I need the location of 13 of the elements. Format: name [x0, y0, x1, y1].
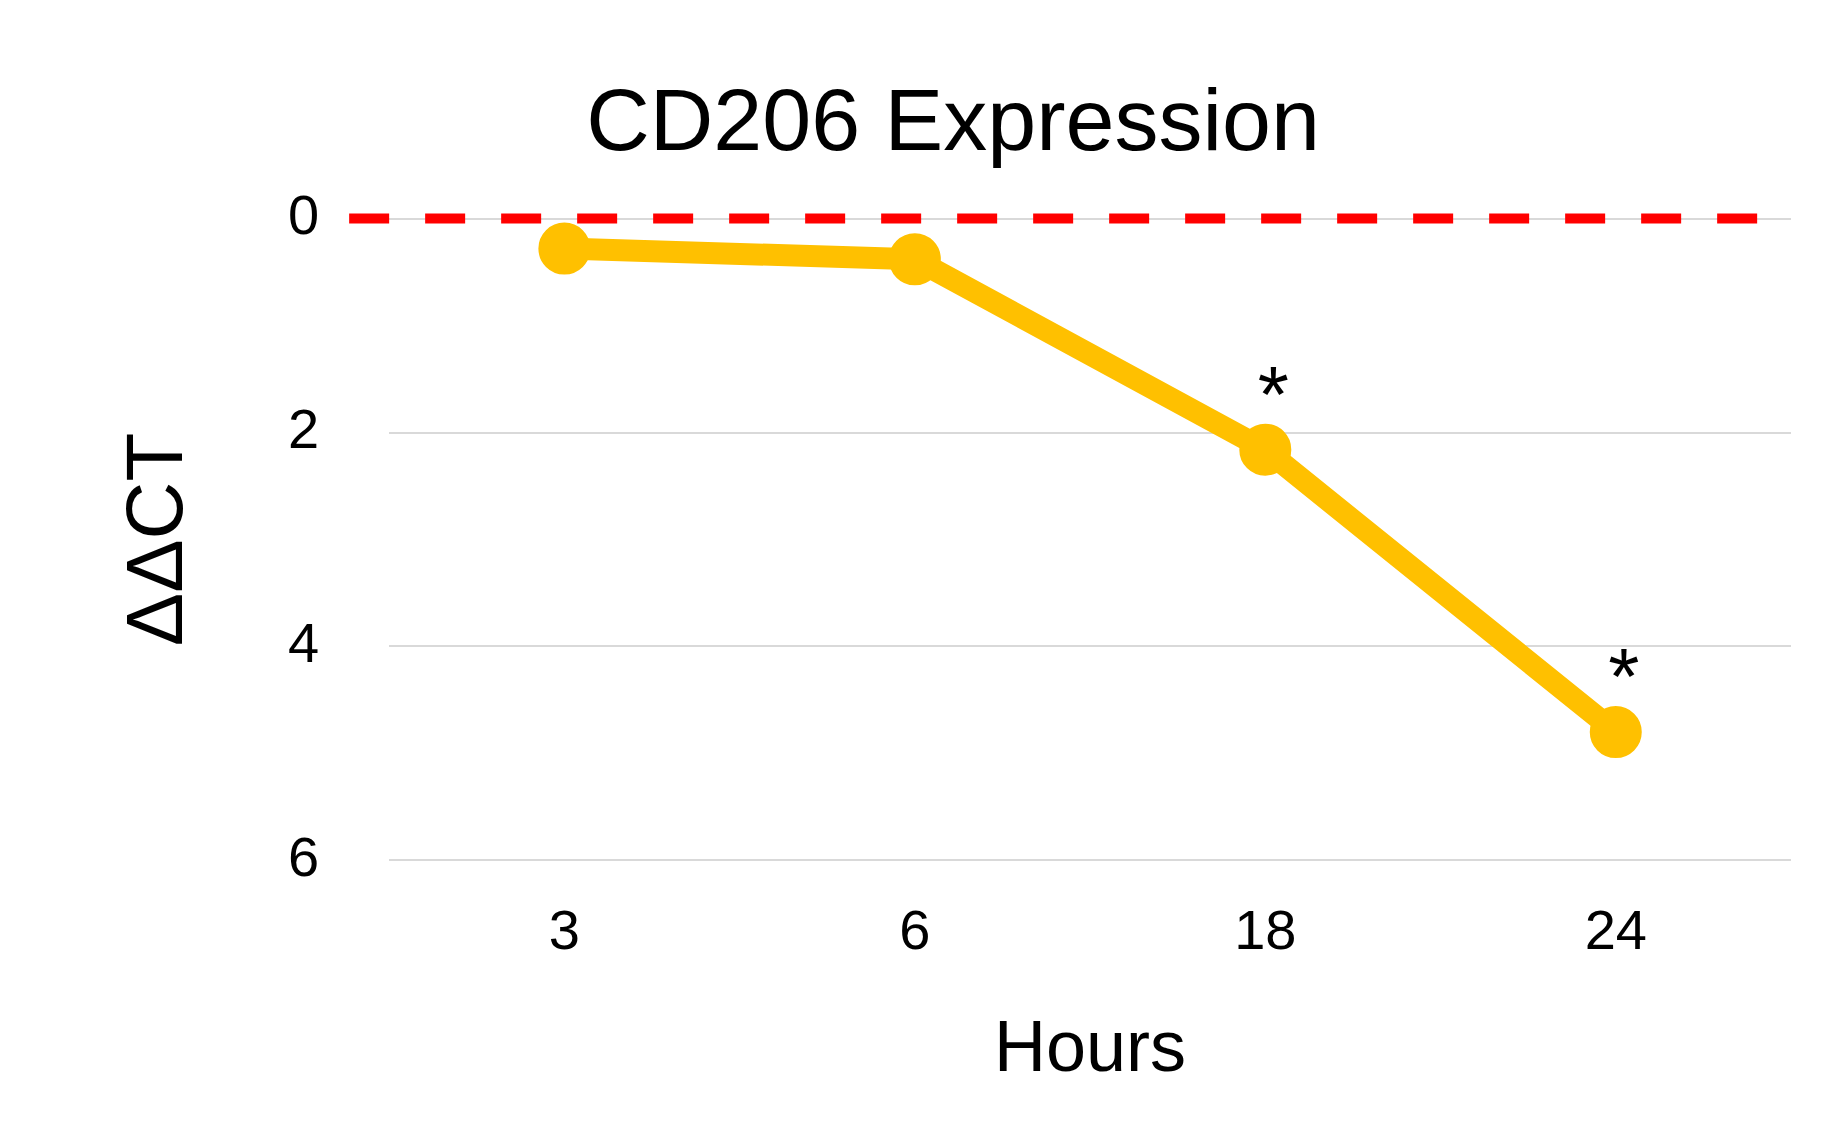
y-tick-label: 0	[287, 183, 320, 247]
x-tick-label: 24	[1584, 898, 1647, 962]
annotation: *	[1608, 632, 1640, 722]
x-tick-label: 6	[899, 898, 931, 962]
chart-title: CD206 Expression	[586, 70, 1320, 170]
y-tick-label: 4	[287, 610, 320, 674]
annotation: *	[1257, 349, 1289, 439]
y-axis-title: ΔΔCT	[110, 432, 200, 647]
x-tick-label: 18	[1234, 898, 1297, 962]
y-tick-label: 2	[287, 396, 320, 460]
y-tick-label: 6	[287, 824, 320, 888]
x-tick-label: 3	[548, 898, 580, 962]
x-axis-title: Hours	[994, 1005, 1187, 1086]
